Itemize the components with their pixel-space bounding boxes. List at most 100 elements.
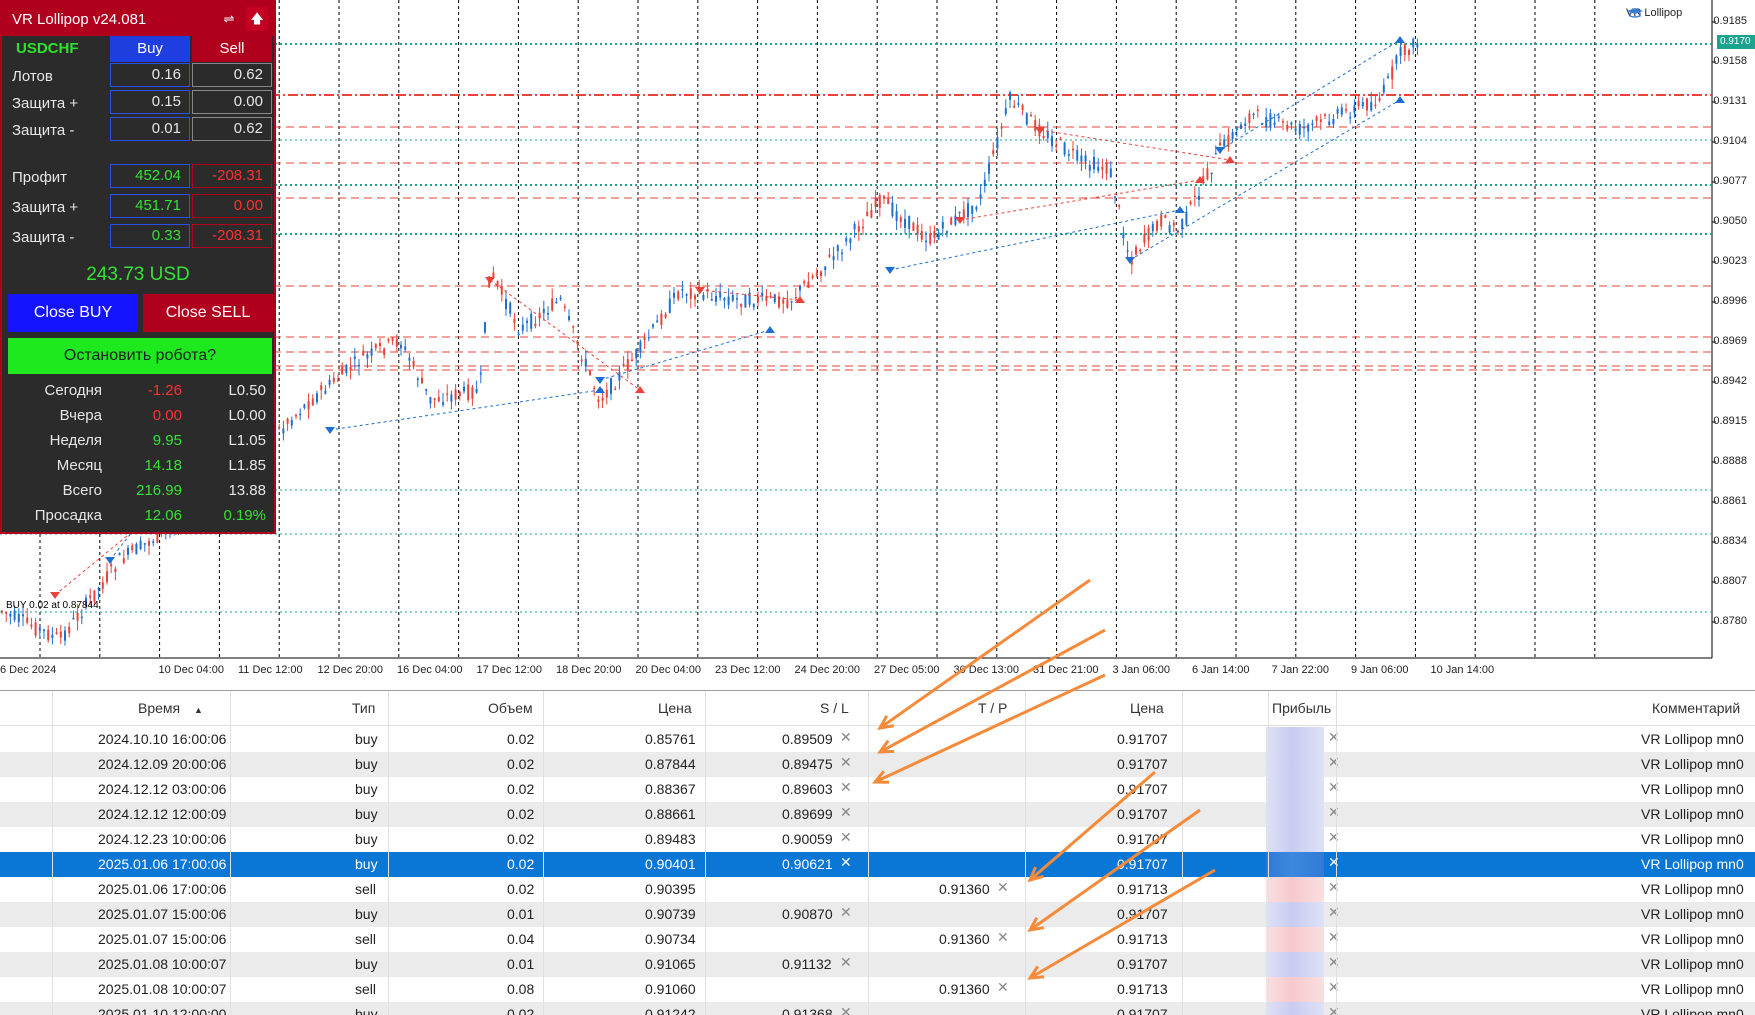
close-sell-button[interactable]: Close SELL bbox=[143, 294, 273, 332]
col-comment-header[interactable]: Комментарий bbox=[1652, 700, 1741, 716]
ea-panel-title-bar[interactable]: VR Lollipop v24.081 ⇌ 🡅 bbox=[2, 2, 274, 36]
close-position-icon[interactable]: ✕ bbox=[1328, 779, 1340, 795]
candle-body bbox=[1294, 128, 1297, 132]
close-position-icon[interactable]: ✕ bbox=[1328, 829, 1340, 845]
col-current-price-header[interactable]: Цена bbox=[1130, 700, 1164, 716]
cell-time: 2025.01.10 12:00:00 bbox=[98, 1006, 227, 1015]
ea-chart-label[interactable]: VR Lollipop bbox=[1626, 7, 1682, 19]
profit-buy: 452.04 bbox=[110, 164, 190, 188]
close-position-icon[interactable]: ✕ bbox=[1328, 904, 1340, 920]
col-tp-header[interactable]: T / P bbox=[978, 700, 1008, 716]
remove-sl-icon[interactable]: ✕ bbox=[840, 754, 852, 770]
close-position-icon[interactable]: ✕ bbox=[1328, 929, 1340, 945]
price-axis-label: 0.8780 bbox=[1713, 615, 1747, 627]
candle-body bbox=[1130, 258, 1133, 265]
candle-body bbox=[1030, 114, 1032, 117]
settings-icon[interactable]: ⇌ bbox=[223, 11, 235, 26]
candle-body bbox=[1114, 196, 1116, 198]
candle-body bbox=[1345, 109, 1347, 111]
price-chart[interactable]: 0.9185 0.9158 0.9131 0.9104 0.9077 0.9050 0.90… bbox=[0, 0, 1755, 688]
table-row[interactable]: 2025.01.07 15:00:06 buy 0.01 0.90739 0.90870… bbox=[0, 902, 1755, 927]
remove-sl-icon[interactable]: ✕ bbox=[840, 729, 852, 745]
price-axis-label: 0.8807 bbox=[1713, 575, 1747, 587]
col-volume-header[interactable]: Объем bbox=[488, 700, 533, 716]
candle-body bbox=[1013, 105, 1016, 108]
time-axis-label: 17 Dec 12:00 bbox=[476, 664, 542, 676]
close-position-icon[interactable]: ✕ bbox=[1328, 954, 1340, 970]
table-row[interactable]: 2025.01.08 10:00:07 sell 0.08 0.91060 0.9136… bbox=[0, 977, 1755, 1002]
trade-connection-line bbox=[889, 209, 1181, 271]
close-buy-button[interactable]: Close BUY bbox=[8, 294, 138, 332]
cell-price: 0.90401 bbox=[645, 856, 696, 872]
candle-body bbox=[496, 281, 499, 285]
remove-tp-icon[interactable]: ✕ bbox=[997, 879, 1009, 895]
table-row[interactable]: 2025.01.06 17:00:06 buy 0.02 0.90401 0.90621… bbox=[0, 852, 1755, 877]
close-position-icon[interactable]: ✕ bbox=[1328, 1004, 1340, 1015]
candle-body bbox=[353, 356, 356, 360]
remove-sl-icon[interactable]: ✕ bbox=[840, 954, 852, 970]
table-row[interactable]: 2024.12.09 20:00:06 buy 0.02 0.87844 0.89475… bbox=[0, 752, 1755, 777]
profit-cell-obscured bbox=[1266, 852, 1324, 877]
cell-current-price: 0.91707 bbox=[1117, 781, 1168, 797]
buy-tab[interactable]: Buy bbox=[110, 36, 190, 62]
candle-body bbox=[433, 398, 436, 400]
remove-sl-icon[interactable]: ✕ bbox=[840, 854, 852, 870]
candle-body bbox=[76, 612, 79, 621]
cell-time: 2024.12.09 20:00:06 bbox=[98, 756, 227, 772]
col-profit-header[interactable]: Прибыль bbox=[1272, 700, 1332, 716]
candle-body bbox=[1412, 38, 1415, 48]
table-row[interactable]: 2025.01.06 17:00:06 sell 0.02 0.90395 0.9136… bbox=[0, 877, 1755, 902]
col-sl-header[interactable]: S / L bbox=[820, 700, 849, 716]
cell-sl: 0.90059 bbox=[782, 831, 833, 847]
candle-body bbox=[1122, 232, 1125, 239]
candle-body bbox=[862, 226, 864, 229]
cell-sl: 0.89603 bbox=[782, 781, 833, 797]
remove-sl-icon[interactable]: ✕ bbox=[840, 1004, 852, 1015]
close-position-icon[interactable]: ✕ bbox=[1328, 979, 1340, 995]
trade-exit-marker bbox=[795, 296, 805, 303]
candle-body bbox=[635, 349, 638, 359]
candle-body bbox=[437, 397, 440, 402]
remove-sl-icon[interactable]: ✕ bbox=[840, 804, 852, 820]
candle-body bbox=[967, 203, 969, 217]
candle-body bbox=[332, 377, 335, 383]
candle-body bbox=[1391, 66, 1394, 80]
table-row[interactable]: 2025.01.07 15:00:06 sell 0.04 0.90734 0.9136… bbox=[0, 927, 1755, 952]
close-position-icon[interactable]: ✕ bbox=[1328, 754, 1340, 770]
time-axis-label: 20 Dec 04:00 bbox=[635, 664, 701, 676]
candle-body bbox=[597, 399, 600, 402]
candle-body bbox=[710, 299, 713, 301]
remove-sl-icon[interactable]: ✕ bbox=[840, 904, 852, 920]
col-type-header[interactable]: Тип bbox=[352, 700, 376, 716]
close-position-icon[interactable]: ✕ bbox=[1328, 854, 1340, 870]
candle-body bbox=[820, 271, 822, 277]
table-row[interactable]: 2024.12.23 10:00:06 buy 0.02 0.89483 0.90059… bbox=[0, 827, 1755, 852]
col-price-header[interactable]: Цена bbox=[658, 700, 692, 716]
cell-sl: 0.89475 bbox=[782, 756, 833, 772]
cell-comment: VR Lollipop mn0 bbox=[1641, 781, 1744, 797]
trade-entry-marker bbox=[595, 377, 605, 384]
candle-body bbox=[1303, 126, 1305, 129]
close-position-icon[interactable]: ✕ bbox=[1328, 804, 1340, 820]
collapse-arrow-icon[interactable]: 🡅 bbox=[246, 7, 268, 31]
close-position-icon[interactable]: ✕ bbox=[1328, 729, 1340, 745]
sell-tab[interactable]: Sell bbox=[192, 36, 272, 62]
close-position-icon[interactable]: ✕ bbox=[1328, 879, 1340, 895]
remove-tp-icon[interactable]: ✕ bbox=[997, 979, 1009, 995]
candle-body bbox=[1282, 121, 1284, 123]
cell-sl: 0.89699 bbox=[782, 806, 833, 822]
candle-body bbox=[1408, 50, 1410, 56]
table-row[interactable]: 2024.12.12 12:00:09 buy 0.02 0.88661 0.89699… bbox=[0, 802, 1755, 827]
cell-comment: VR Lollipop mn0 bbox=[1641, 981, 1744, 997]
remove-sl-icon[interactable]: ✕ bbox=[840, 829, 852, 845]
table-row[interactable]: 2024.12.12 03:00:06 buy 0.02 0.88367 0.89603… bbox=[0, 777, 1755, 802]
remove-tp-icon[interactable]: ✕ bbox=[997, 929, 1009, 945]
remove-sl-icon[interactable]: ✕ bbox=[840, 779, 852, 795]
table-row[interactable]: 2025.01.08 10:00:07 buy 0.01 0.91065 0.91132… bbox=[0, 952, 1755, 977]
table-row[interactable]: 2024.10.10 16:00:06 buy 0.02 0.85761 0.89509… bbox=[0, 727, 1755, 752]
candle-body bbox=[349, 366, 352, 371]
col-time-header[interactable]: Время ▲ bbox=[138, 700, 203, 716]
stop-robot-button[interactable]: Остановить робота? bbox=[8, 338, 272, 374]
table-row[interactable]: 2025.01.10 12:00:00 buy 0.02 0.91242 0.91368… bbox=[0, 1002, 1755, 1015]
candle-body bbox=[841, 252, 843, 255]
